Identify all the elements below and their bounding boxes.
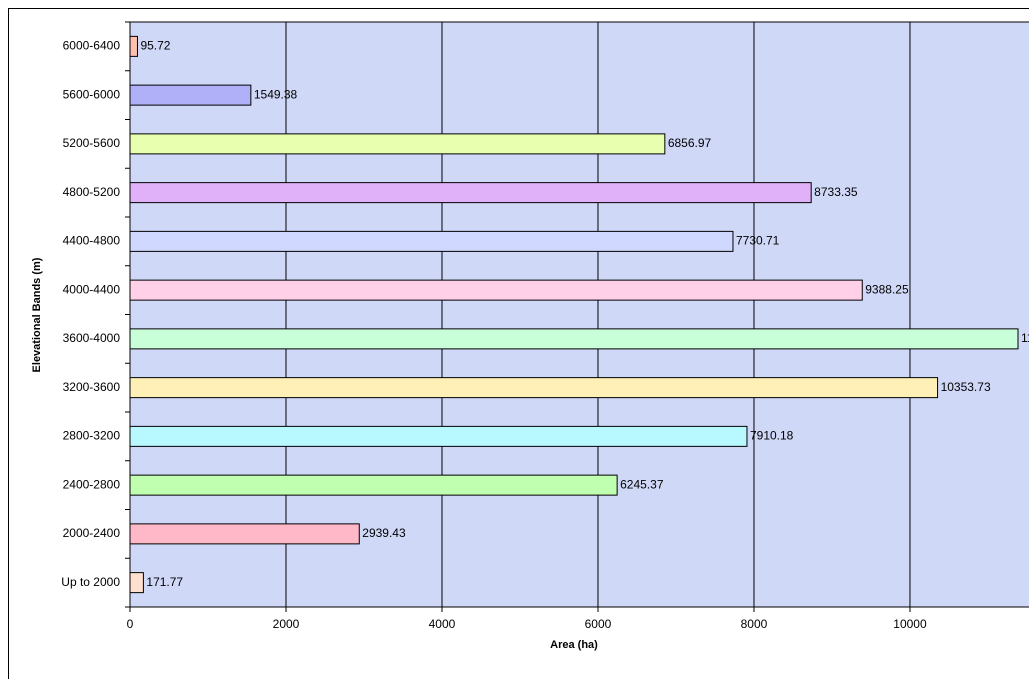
bar <box>129 35 138 57</box>
data-label: 6856.97 <box>668 136 712 150</box>
x-tick-label: 10000 <box>893 617 927 631</box>
x-axis-title: Area (ha) <box>550 639 598 651</box>
y-tick-label: Up to 2000 <box>61 575 120 589</box>
bar <box>129 133 666 155</box>
y-tick-label: 2400-2800 <box>63 477 121 491</box>
x-tick-label: 6000 <box>585 617 612 631</box>
x-tick-label: 0 <box>127 617 134 631</box>
y-tick-label: 3200-3600 <box>63 380 121 394</box>
y-tick-label: 4400-4800 <box>63 234 121 248</box>
bar <box>129 182 812 204</box>
data-label: 2939.43 <box>362 526 406 540</box>
y-tick-label: 5600-6000 <box>63 87 121 101</box>
y-tick-label: 5200-5600 <box>63 136 121 150</box>
bar <box>129 572 144 594</box>
y-tick-label: 3600-4000 <box>63 331 121 345</box>
data-label: 8733.35 <box>814 185 858 199</box>
y-tick-label: 4000-4400 <box>63 282 121 296</box>
bar <box>129 230 734 252</box>
bar <box>129 84 252 106</box>
x-tick-label: 8000 <box>741 617 768 631</box>
x-tick-label: 4000 <box>429 617 456 631</box>
data-label: 7730.71 <box>736 234 780 248</box>
plot-area <box>129 21 1029 608</box>
data-label: 6245.37 <box>620 477 664 491</box>
data-label: 95.72 <box>140 39 170 53</box>
data-label: 1549.38 <box>254 87 298 101</box>
bar <box>129 328 1019 350</box>
data-label: 7910.18 <box>750 429 794 443</box>
data-label: 10353.73 <box>941 380 991 394</box>
y-tick-label: 2800-3200 <box>63 429 121 443</box>
data-label: 9388.25 <box>865 282 909 296</box>
data-label: 11385 <box>1021 331 1029 345</box>
bar <box>129 474 618 496</box>
x-tick-label: 2000 <box>273 617 300 631</box>
bar <box>129 377 939 399</box>
bar <box>129 425 748 447</box>
y-tick-label: 6000-6400 <box>63 39 121 53</box>
y-axis-title: Elevational Bands (m) <box>31 257 43 372</box>
bar <box>129 523 360 545</box>
y-tick-label: 2000-2400 <box>63 526 121 540</box>
y-tick-label: 4800-5200 <box>63 185 121 199</box>
bar <box>129 279 863 301</box>
data-label: 171.77 <box>146 575 183 589</box>
